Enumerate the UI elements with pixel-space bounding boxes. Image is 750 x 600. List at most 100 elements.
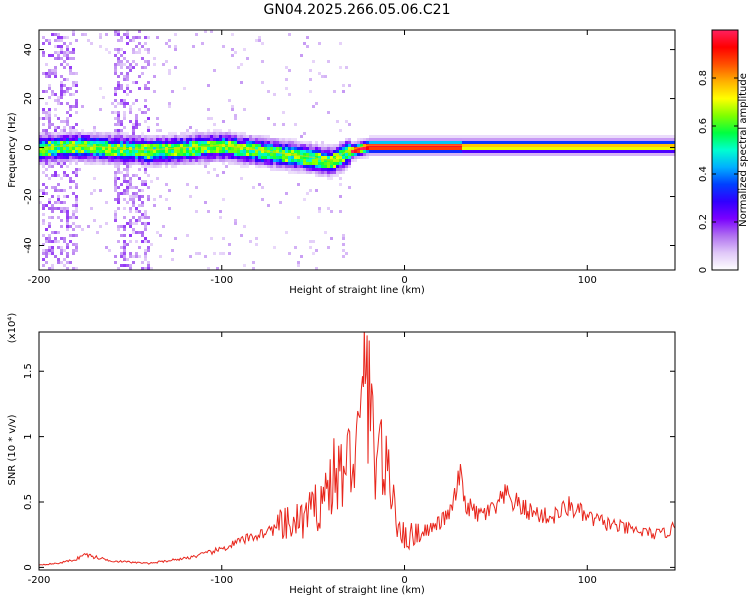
spectrogram-cell bbox=[345, 141, 348, 144]
spectrogram-cell bbox=[174, 33, 177, 36]
spectrogram-cell bbox=[75, 153, 78, 156]
spectrogram-cell bbox=[321, 147, 324, 150]
spectrogram-cell bbox=[342, 153, 345, 156]
spectrogram-cell bbox=[627, 135, 630, 138]
spectrogram-cell bbox=[150, 144, 153, 147]
spectrogram-cell bbox=[42, 129, 45, 132]
spectrogram-cell bbox=[42, 162, 45, 165]
spectrogram-cell bbox=[87, 147, 90, 150]
colorbar-label: Normalized spectral amplitude bbox=[738, 73, 749, 227]
spectrogram-cell bbox=[315, 141, 318, 144]
spectrogram-cell bbox=[651, 150, 654, 153]
spectrogram-cell bbox=[141, 261, 144, 264]
spectrogram-cell bbox=[138, 198, 141, 201]
spectrogram-cell bbox=[300, 165, 303, 168]
spectrogram-cell bbox=[120, 246, 123, 249]
spectrogram-cell bbox=[111, 153, 114, 156]
spectrogram-cell bbox=[552, 135, 555, 138]
spectrogram-cell bbox=[633, 138, 636, 141]
spectrogram-cell bbox=[399, 147, 402, 150]
spectrogram-cell bbox=[57, 198, 60, 201]
spectrogram-cell bbox=[264, 159, 267, 162]
spectrogram-cell bbox=[315, 150, 318, 153]
spectrogram-cell bbox=[387, 138, 390, 141]
spectrogram-cell bbox=[237, 153, 240, 156]
spectrogram-cell bbox=[585, 138, 588, 141]
spectrogram-cell bbox=[306, 153, 309, 156]
spectrogram-cell bbox=[429, 153, 432, 156]
spectrogram-cell bbox=[288, 141, 291, 144]
spectrogram-cell bbox=[504, 153, 507, 156]
spectrogram-cell bbox=[75, 204, 78, 207]
spectrogram-cell bbox=[309, 144, 312, 147]
spectrogram-cell bbox=[444, 150, 447, 153]
spectrogram-cell bbox=[99, 132, 102, 135]
spectrogram-cell bbox=[291, 141, 294, 144]
spectrogram-cell bbox=[303, 42, 306, 45]
spectrogram-cell bbox=[54, 150, 57, 153]
spectrogram-cell bbox=[204, 153, 207, 156]
spectrogram-cell bbox=[543, 147, 546, 150]
spectrogram-cell bbox=[216, 141, 219, 144]
spectrogram-cell bbox=[111, 102, 114, 105]
spectrogram-cell bbox=[381, 141, 384, 144]
spectrogram-cell bbox=[39, 201, 42, 204]
spectrogram-cell bbox=[216, 147, 219, 150]
spectrogram-cell bbox=[213, 156, 216, 159]
spectrogram-cell bbox=[324, 144, 327, 147]
spectrogram-cell bbox=[75, 207, 78, 210]
spectrogram-cell bbox=[135, 51, 138, 54]
spectrogram-cell bbox=[225, 138, 228, 141]
spectrogram-cell bbox=[165, 198, 168, 201]
spectrogram-cell bbox=[105, 222, 108, 225]
spectrogram-cell bbox=[258, 138, 261, 141]
spectrogram-cell bbox=[150, 150, 153, 153]
spectrogram-cell bbox=[297, 159, 300, 162]
spectrogram-cell bbox=[96, 231, 99, 234]
spectrogram-cell bbox=[267, 117, 270, 120]
spectrogram-cell bbox=[180, 156, 183, 159]
spectrogram-cell bbox=[564, 153, 567, 156]
spectrogram-cell bbox=[129, 108, 132, 111]
spectrogram-cell bbox=[546, 138, 549, 141]
spectrogram-cell bbox=[243, 132, 246, 135]
spectrogram-cell bbox=[63, 54, 66, 57]
spectrogram-cell bbox=[525, 141, 528, 144]
spectrogram-cell bbox=[234, 114, 237, 117]
spectrogram-cell bbox=[147, 153, 150, 156]
spectrogram-cell bbox=[279, 159, 282, 162]
spectrogram-cell bbox=[228, 141, 231, 144]
spectrogram-cell bbox=[294, 150, 297, 153]
spectrogram-cell bbox=[417, 138, 420, 141]
spectrogram-cell bbox=[66, 261, 69, 264]
spectrogram-cell bbox=[105, 48, 108, 51]
spectrogram-cell bbox=[228, 147, 231, 150]
spectrogram-cell bbox=[147, 147, 150, 150]
spectrogram-cell bbox=[207, 84, 210, 87]
spectrogram-cell bbox=[129, 183, 132, 186]
spectrogram-cell bbox=[99, 147, 102, 150]
spectrogram-cell bbox=[177, 150, 180, 153]
spectrogram-cell bbox=[327, 144, 330, 147]
spectrogram-cell bbox=[612, 153, 615, 156]
spectrogram-cell bbox=[141, 144, 144, 147]
spectrogram-cell bbox=[138, 51, 141, 54]
spectrogram-cell bbox=[54, 159, 57, 162]
spectrogram-cell bbox=[261, 141, 264, 144]
spectrogram-cell bbox=[426, 141, 429, 144]
spectrogram-cell bbox=[123, 246, 126, 249]
spectrogram-cell bbox=[270, 168, 273, 171]
spectrogram-cell bbox=[120, 129, 123, 132]
spectrogram-cell bbox=[501, 147, 504, 150]
spectrogram-cell bbox=[660, 141, 663, 144]
spectrogram-cell bbox=[156, 165, 159, 168]
spectrogram-cell bbox=[558, 147, 561, 150]
spectrogram-cell bbox=[288, 147, 291, 150]
spectrogram-cell bbox=[165, 165, 168, 168]
spectrogram-cell bbox=[48, 39, 51, 42]
spectrogram-cell bbox=[204, 159, 207, 162]
spectrogram-cell bbox=[240, 162, 243, 165]
spectrogram-cell bbox=[51, 144, 54, 147]
spectrogram-cell bbox=[294, 144, 297, 147]
spectrogram-cell bbox=[576, 153, 579, 156]
